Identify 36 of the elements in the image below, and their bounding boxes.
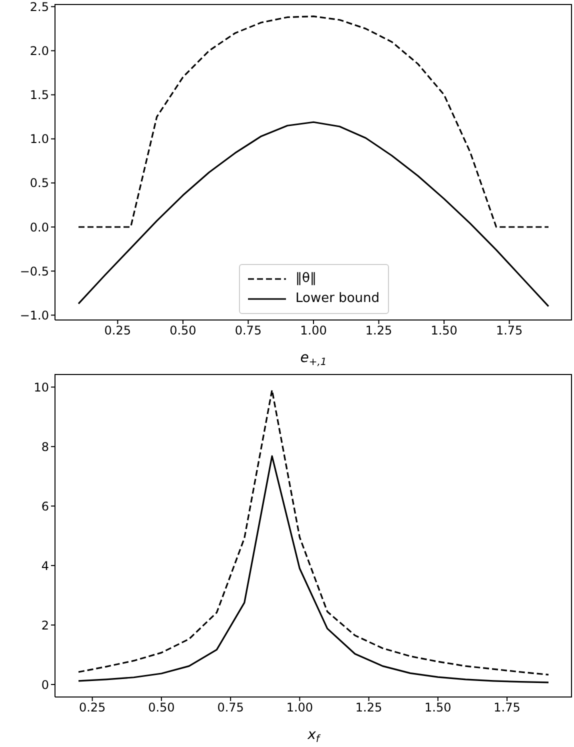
x-tick-label: 1.50	[424, 700, 452, 715]
y-tick-label: −0.5	[20, 264, 49, 278]
x-tick-label: 1.75	[496, 324, 523, 338]
y-tick-label: 0	[41, 678, 49, 692]
x-tick-label: 1.00	[300, 324, 327, 338]
x-axis-title: x$_{f}$	[306, 727, 321, 745]
x-tick-label: 1.50	[430, 324, 458, 338]
line-series	[78, 16, 550, 228]
y-tick-label: −1.0	[20, 308, 49, 322]
x-tick-label: 1.25	[365, 324, 392, 338]
y-tick-label: 0.0	[30, 220, 49, 234]
y-tick-label: 6	[41, 499, 49, 514]
y-tick-label: 2.5	[30, 0, 49, 14]
x-tick-label: 1.25	[355, 700, 382, 715]
line-series	[78, 455, 550, 684]
legend-label: Lower bound	[295, 290, 380, 308]
y-tick-label: 10	[34, 380, 49, 394]
x-tick-label: 0.25	[78, 700, 106, 715]
x-tick-label: 0.25	[104, 324, 132, 338]
x-tick-label: 0.50	[170, 324, 196, 338]
x-tick-label: 1.00	[286, 700, 314, 715]
y-tick-label: 2.0	[30, 44, 49, 58]
y-tick-label: 4	[41, 558, 49, 573]
y-tick-label: 1.5	[30, 88, 49, 102]
x-tick-label: 0.50	[148, 700, 175, 715]
legend-label: ‖θ‖	[295, 270, 316, 288]
x-tick-label: 0.75	[234, 324, 262, 338]
y-tick-label: 2	[41, 618, 49, 632]
x-tick-label: 0.75	[217, 700, 244, 715]
line-series	[78, 389, 550, 676]
y-tick-label: 8	[41, 440, 49, 454]
line-series	[78, 121, 550, 308]
x-tick-label: 1.75	[494, 700, 520, 715]
y-tick-label: 1.0	[30, 132, 49, 146]
y-tick-label: 0.5	[30, 176, 49, 190]
x-axis-title: e$_{+,1}$	[300, 350, 327, 368]
